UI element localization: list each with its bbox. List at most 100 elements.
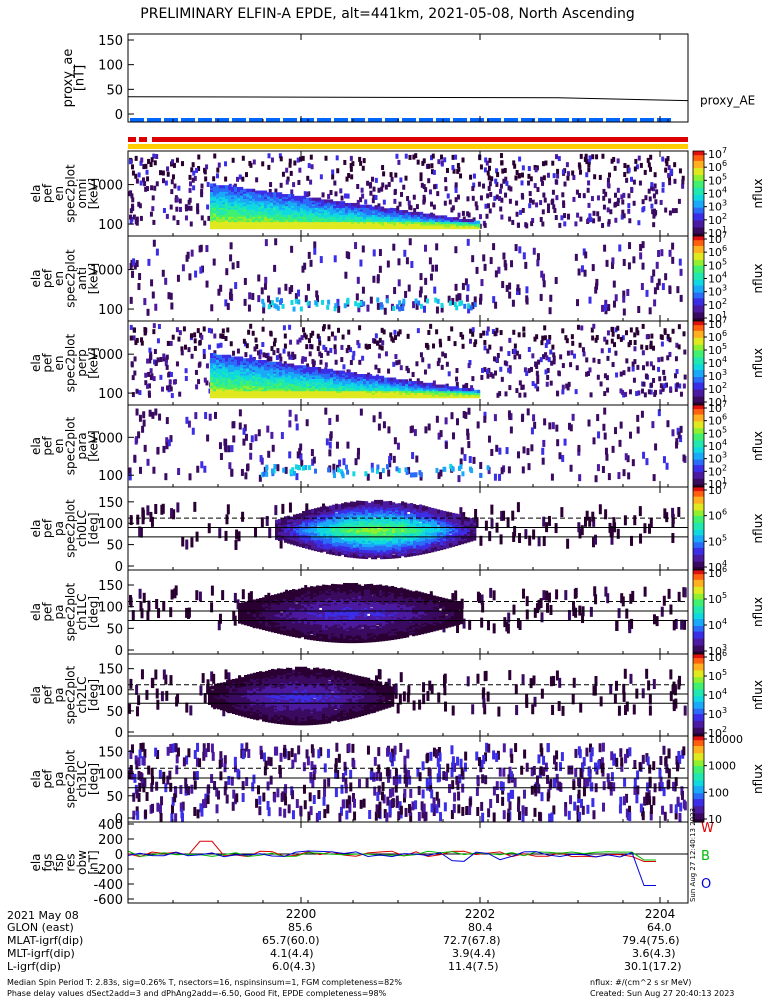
coverage-segment	[419, 118, 433, 122]
spectrogram-pixel	[330, 381, 334, 385]
spectrogram-pixel	[138, 273, 142, 281]
spectrogram-pixel	[168, 379, 172, 385]
spectrogram-pixel	[411, 386, 415, 390]
spectrogram-pixel	[258, 202, 262, 207]
spectrogram-pixel	[402, 184, 406, 190]
spectrogram-pixel	[420, 182, 424, 188]
spectrogram-pixel	[618, 439, 622, 447]
spectrogram-pixel	[285, 377, 289, 381]
spectrogram-pixel	[282, 375, 286, 379]
spectrogram-pixel	[324, 220, 328, 224]
spectrogram-pixel	[318, 377, 322, 381]
spectrogram-pixel	[228, 224, 232, 228]
spectrogram-pixel	[420, 303, 424, 309]
spectrogram-pixel	[243, 368, 247, 372]
spectrogram-pixel	[444, 393, 448, 397]
spectrogram-pixel	[336, 204, 340, 208]
pitch-angle-pixel	[585, 510, 589, 521]
spectrogram-pixel	[208, 413, 212, 421]
spectrogram-pixel	[473, 342, 477, 348]
spectrogram-pixel	[636, 364, 640, 370]
spectrogram-pixel	[462, 226, 466, 230]
spectrogram-pixel	[351, 355, 355, 361]
spectrogram-pixel	[285, 194, 289, 198]
spectrogram-pixel	[498, 391, 502, 397]
spectrogram-pixel	[249, 202, 253, 207]
spectrogram-pixel	[339, 386, 343, 390]
spectrogram-pixel	[388, 456, 392, 464]
spectrogram-pixel	[328, 441, 332, 449]
pitch-angle-pixel	[502, 510, 506, 521]
spectrogram-pixel	[418, 470, 422, 476]
spectrogram-pixel	[378, 249, 382, 257]
spectrogram-pixel	[459, 173, 463, 179]
spectrogram-pixel	[622, 290, 626, 298]
pitch-angle-pixel	[604, 509, 608, 520]
spectrogram-pixel	[556, 173, 560, 179]
spectrogram-pixel	[278, 153, 282, 159]
spectrogram-pixel	[471, 255, 475, 263]
spectrogram-pixel	[295, 464, 299, 470]
spectrogram-pixel	[477, 222, 481, 226]
spectrogram-pixel	[378, 384, 382, 388]
spectrogram-pixel	[306, 393, 310, 397]
spectrogram-pixel	[397, 279, 401, 287]
spectrogram-pixel	[399, 215, 403, 219]
spectrogram-pixel	[300, 393, 304, 397]
spectrogram-pixel	[312, 218, 316, 223]
spectrogram-pixel	[393, 395, 397, 399]
spectrogram-pixel	[234, 215, 238, 219]
spectrogram-pixel	[275, 355, 279, 361]
spectrogram-pixel	[378, 208, 382, 212]
spectrogram-pixel	[354, 210, 358, 214]
spectrogram-pixel	[210, 218, 214, 223]
spectrogram-pixel	[467, 363, 471, 369]
spectrogram-pixel	[366, 377, 370, 381]
spectrogram-pixel	[428, 189, 432, 195]
spectrogram-pixel	[240, 202, 244, 207]
spectrogram-pixel	[649, 340, 653, 346]
spectrogram-pixel	[664, 207, 668, 213]
spectrogram-pixel	[447, 389, 451, 393]
spectrogram-pixel	[531, 218, 535, 224]
spectrogram-pixel	[360, 206, 364, 210]
spectrogram-pixel	[252, 218, 256, 223]
spectrogram-pixel	[402, 218, 406, 223]
spectrogram-pixel	[439, 154, 443, 160]
spectrogram-pixel	[306, 370, 310, 374]
spectrogram-pixel	[550, 360, 554, 366]
spectrogram-pixel	[222, 188, 226, 192]
spectrogram-pixel	[665, 382, 669, 388]
spectrogram-pixel	[228, 195, 232, 200]
spectrogram-pixel	[447, 218, 451, 223]
spectrogram-pixel	[243, 360, 247, 364]
spectrogram-pixel	[309, 388, 313, 392]
spectrogram-pixel	[294, 372, 298, 376]
spectrogram-pixel	[285, 167, 289, 173]
spectrogram-pixel	[264, 222, 268, 226]
spectrogram-pixel	[377, 368, 381, 374]
spectrogram-pixel	[347, 369, 351, 375]
spectrogram-pixel	[603, 407, 607, 415]
spectrogram-pixel	[615, 372, 619, 378]
spectrogram-pixel	[267, 377, 271, 381]
spectrogram-pixel	[369, 382, 373, 386]
pitch-angle-pixel	[305, 503, 309, 514]
spectrogram-pixel	[354, 389, 358, 393]
spectrogram-pixel	[399, 381, 403, 385]
spectrogram-pixel	[411, 224, 415, 228]
spectrogram-pixel	[243, 222, 247, 226]
spectrogram-pixel	[273, 208, 277, 212]
spectrogram-pixel	[342, 217, 346, 221]
spectrogram-pixel	[206, 204, 210, 210]
spectrogram-pixel	[543, 418, 547, 426]
spectrogram-pixel	[405, 379, 409, 383]
spectrogram-pixel	[522, 332, 526, 338]
spectrogram-pixel	[547, 339, 551, 345]
spectrogram-pixel	[396, 205, 400, 211]
y-axis-label: ela	[29, 269, 43, 287]
spectrogram-pixel	[240, 389, 244, 393]
y-tick-label: 1000	[90, 431, 123, 446]
spectrogram-pixel	[377, 203, 381, 209]
spectrogram-pixel	[210, 211, 214, 216]
